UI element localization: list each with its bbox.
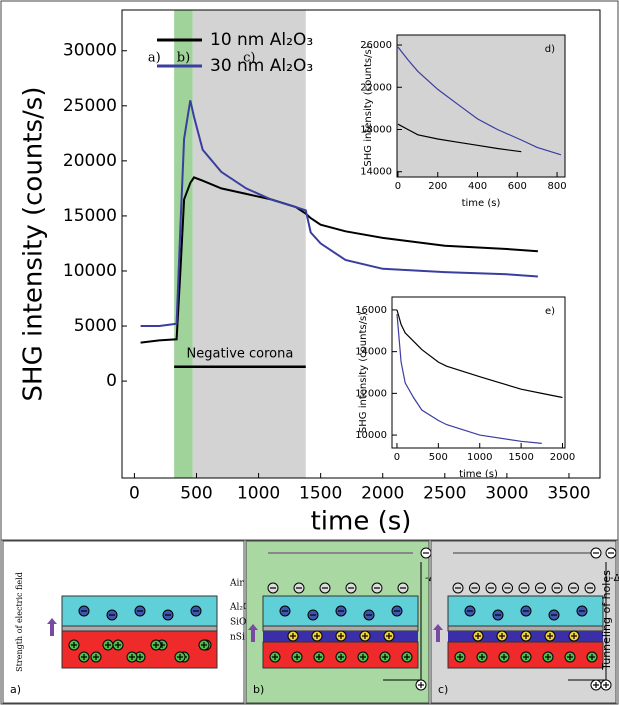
- x-tick-label: 200: [428, 181, 447, 192]
- x-tick-label: 0: [394, 452, 400, 463]
- series-line: [396, 314, 542, 444]
- x-tick-label: 1000: [237, 483, 280, 503]
- plot-frame: [396, 34, 566, 178]
- layer-label: Al₂O₃: [229, 603, 254, 613]
- y-tick-label: 30000: [63, 41, 117, 61]
- panel-label: b): [253, 683, 264, 696]
- y-tick-label: 10000: [63, 261, 117, 281]
- x-tick-label: 1500: [299, 483, 342, 503]
- x-tick-label: 0: [129, 483, 140, 503]
- layer-siox: [262, 625, 419, 632]
- field-arrow: [433, 624, 443, 642]
- region: [192, 10, 306, 478]
- y-tick-label: 12000: [355, 388, 387, 399]
- region-label: c): [243, 51, 255, 66]
- series-line: [396, 309, 563, 399]
- series-line: [397, 46, 562, 156]
- x-tick-label: 1000: [467, 452, 492, 463]
- x-tick-label: 2000: [361, 483, 404, 503]
- tunneling-label: Tunneling of holes: [600, 570, 613, 671]
- x-tick-label: 400: [468, 181, 487, 192]
- x-tick-label: 2500: [423, 483, 466, 503]
- x-tick-label: 500: [429, 452, 448, 463]
- layer-siox: [447, 625, 604, 632]
- x-axis-label: time (s): [459, 469, 498, 480]
- x-tick-label: 800: [548, 181, 567, 192]
- y-axis-label: SHG intensity (counts/s): [19, 87, 49, 402]
- x-tick-label: 3000: [485, 483, 528, 503]
- x-axis-label: time (s): [311, 507, 412, 537]
- layer-siox: [61, 625, 218, 632]
- layer-label: nSi: [230, 633, 245, 643]
- y-tick-label: 16000: [355, 305, 387, 316]
- y-tick-label: 22000: [360, 82, 392, 93]
- x-tick-label: 2000: [550, 452, 575, 463]
- layer-label: Air: [229, 579, 244, 589]
- x-tick-label: 1500: [508, 452, 533, 463]
- x-tick-label: 600: [508, 181, 527, 192]
- series-line: [397, 123, 522, 153]
- y-tick-label: 14000: [355, 347, 387, 358]
- layer-label: SiOₓ: [230, 618, 250, 628]
- field-label: Strength of electric field: [15, 572, 24, 672]
- y-tick-label: 10000: [355, 430, 387, 441]
- region-label: a): [148, 51, 161, 66]
- region: [174, 10, 193, 478]
- y-tick-label: 5000: [74, 316, 117, 336]
- region-label: b): [177, 51, 190, 66]
- panel-label: a): [10, 683, 21, 696]
- y-tick-label: 20000: [63, 151, 117, 171]
- field-arrow: [47, 618, 57, 636]
- voltage-label: -ΔV: [610, 573, 619, 584]
- y-axis-label: SHG intensity (counts/s): [363, 45, 374, 166]
- x-tick-label: 3500: [547, 483, 590, 503]
- x-axis-label: time (s): [462, 198, 501, 209]
- series-line: [140, 176, 538, 344]
- plot-frame: [391, 296, 566, 449]
- panel-label: d): [545, 44, 555, 55]
- plot-area: [392, 297, 565, 448]
- legend-label: 10 nm Al₂O₃: [210, 30, 313, 50]
- y-tick-label: 0: [106, 371, 117, 391]
- panel-label: e): [545, 306, 555, 317]
- y-tick-label: 15000: [63, 206, 117, 226]
- x-tick-label: 500: [180, 483, 212, 503]
- corona-label: Negative corona: [187, 346, 294, 361]
- panel-label: c): [438, 683, 448, 696]
- plot-frame: [121, 9, 601, 479]
- y-tick-label: 18000: [360, 124, 392, 135]
- legend-label: 30 nm Al₂O₃: [210, 56, 313, 76]
- y-tick-label: 14000: [360, 167, 392, 178]
- field-arrow: [248, 624, 258, 642]
- y-axis-label: SHG intensity (counts/s): [358, 312, 369, 433]
- y-tick-label: 25000: [63, 96, 117, 116]
- series-line: [140, 100, 538, 327]
- plot-area: [397, 35, 565, 177]
- x-tick-label: 0: [395, 181, 401, 192]
- y-tick-label: 26000: [360, 40, 392, 51]
